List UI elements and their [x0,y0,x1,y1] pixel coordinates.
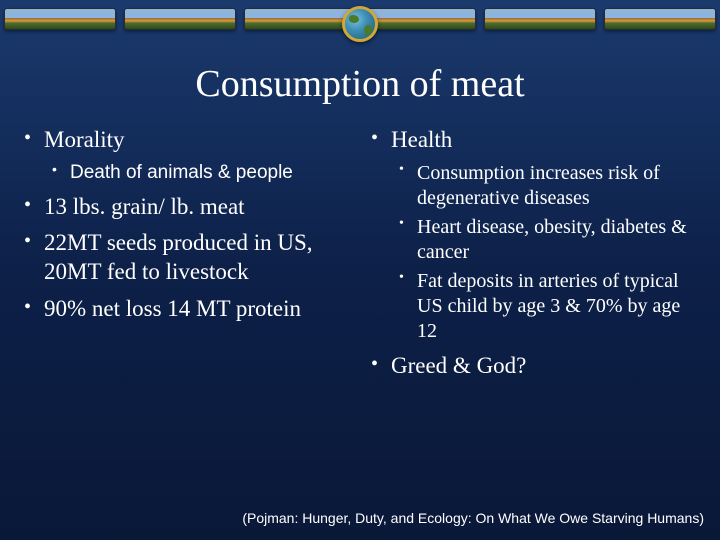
sub-bullet: Consumption increases risk of degenerati… [391,161,702,211]
header-strip [4,8,116,30]
bullet-protein-loss: 90% net loss 14 MT protein [18,295,355,324]
header-strip [484,8,596,30]
sub-bullet: Death of animals & people [44,161,355,185]
header-strip [244,8,356,30]
bullet-morality: Morality Death of animals & people [18,126,355,185]
bullet-label: Health [391,127,452,152]
footer-citation: (Pojman: Hunger, Duty, and Ecology: On W… [242,510,704,526]
bullet-grain: 13 lbs. grain/ lb. meat [18,193,355,222]
header-strip [604,8,716,30]
globe-icon [342,6,378,42]
slide-title: Consumption of meat [0,62,720,106]
bullet-label: Morality [44,127,125,152]
header-decorative-band [0,0,720,42]
bullet-greed-god: Greed & God? [365,352,702,381]
left-column: Morality Death of animals & people 13 lb… [18,126,355,389]
right-column: Health Consumption increases risk of deg… [365,126,702,389]
header-strip [364,8,476,30]
content-columns: Morality Death of animals & people 13 lb… [0,106,720,389]
sub-bullet: Heart disease, obesity, diabetes & cance… [391,215,702,265]
bullet-seeds: 22MT seeds produced in US, 20MT fed to l… [18,229,355,287]
sub-bullet: Fat deposits in arteries of typical US c… [391,269,702,344]
header-strip [124,8,236,30]
bullet-health: Health Consumption increases risk of deg… [365,126,702,344]
